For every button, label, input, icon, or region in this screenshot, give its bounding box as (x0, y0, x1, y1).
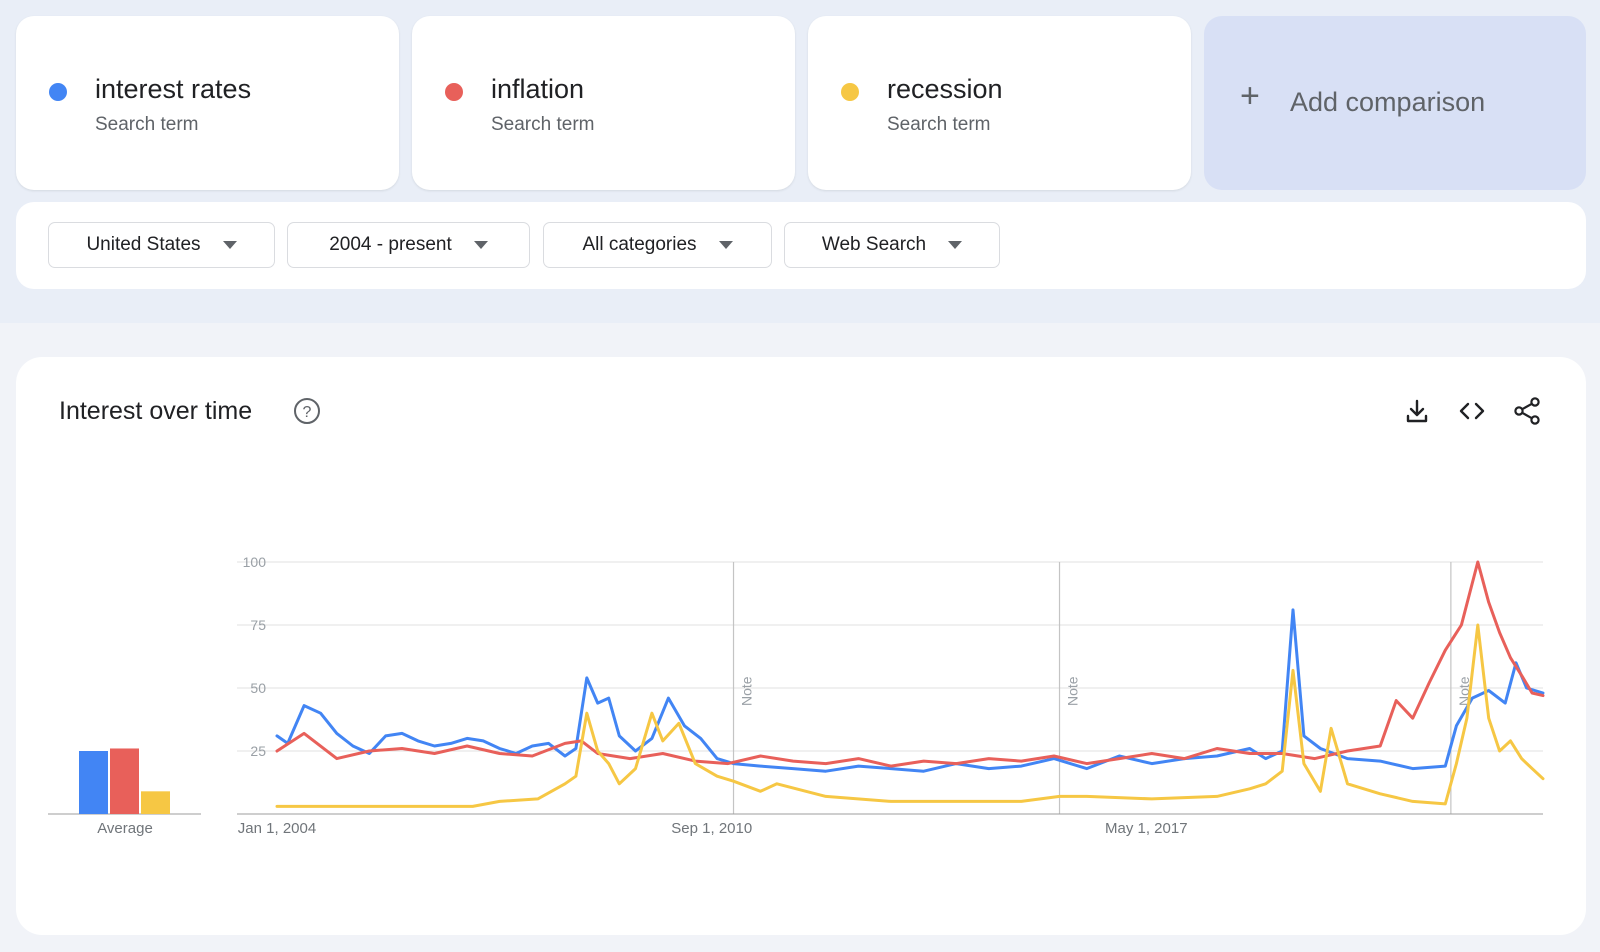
dropdown-caret-icon (473, 241, 488, 249)
add-comparison-label: Add comparison (1290, 87, 1486, 117)
svg-text:?: ? (303, 404, 312, 421)
embed-code-icon[interactable] (1456, 395, 1488, 427)
average-bar-inflation (110, 748, 139, 814)
term-type: Search term (491, 114, 595, 135)
dropdown-caret-icon (222, 241, 237, 249)
interest-over-time-card: Interest over time ? (16, 357, 1586, 935)
note-label: Note (1065, 676, 1081, 706)
series-dot-icon (841, 83, 859, 101)
term-name[interactable]: recession (887, 74, 1003, 104)
series-dot-icon (49, 83, 67, 101)
time-range-dropdown-label: 2004 - present (329, 234, 452, 255)
region-dropdown-label: United States (86, 234, 201, 255)
chart-title: Interest over time (59, 397, 253, 425)
plus-icon: + (1240, 77, 1260, 115)
time-range-dropdown[interactable]: 2004 - present (287, 222, 530, 268)
download-icon[interactable] (1401, 395, 1433, 427)
average-bar-recession (141, 791, 170, 814)
term-name[interactable]: interest rates (95, 74, 252, 104)
average-bar-interest-rates (79, 751, 108, 814)
term-card-inflation[interactable]: inflation Search term (412, 16, 795, 190)
term-card-interest-rates[interactable]: interest rates Search term (16, 16, 399, 190)
series-dot-icon (445, 83, 463, 101)
category-dropdown-label: All categories (582, 234, 697, 255)
region-dropdown[interactable]: United States (48, 222, 275, 268)
dropdown-caret-icon (948, 241, 963, 249)
x-tick-label: May 1, 2017 (1105, 820, 1188, 837)
dropdown-caret-icon (718, 241, 733, 249)
search-type-dropdown[interactable]: Web Search (784, 222, 1000, 268)
share-icon[interactable] (1511, 395, 1543, 427)
y-tick-label: 75 (250, 617, 266, 633)
category-dropdown[interactable]: All categories (543, 222, 772, 268)
term-card-recession[interactable]: recession Search term (808, 16, 1191, 190)
search-type-dropdown-label: Web Search (821, 234, 927, 255)
series-line-inflation (275, 560, 1545, 768)
help-icon[interactable]: ? (292, 396, 322, 426)
x-tick-label: Sep 1, 2010 (671, 820, 752, 837)
term-type: Search term (95, 114, 199, 135)
y-tick-label: 50 (250, 680, 266, 696)
term-type: Search term (887, 114, 991, 135)
note-label: Note (739, 676, 755, 706)
filter-bar: United States 2004 - present All categor… (16, 202, 1586, 289)
add-comparison-button[interactable]: + Add comparison (1204, 16, 1586, 190)
average-label: Average (97, 820, 153, 837)
series-line-recession (275, 623, 1545, 808)
y-tick-label: 25 (250, 743, 266, 759)
term-name[interactable]: inflation (491, 74, 585, 104)
y-tick-label: 100 (243, 554, 267, 570)
x-tick-label: Jan 1, 2004 (238, 820, 316, 837)
